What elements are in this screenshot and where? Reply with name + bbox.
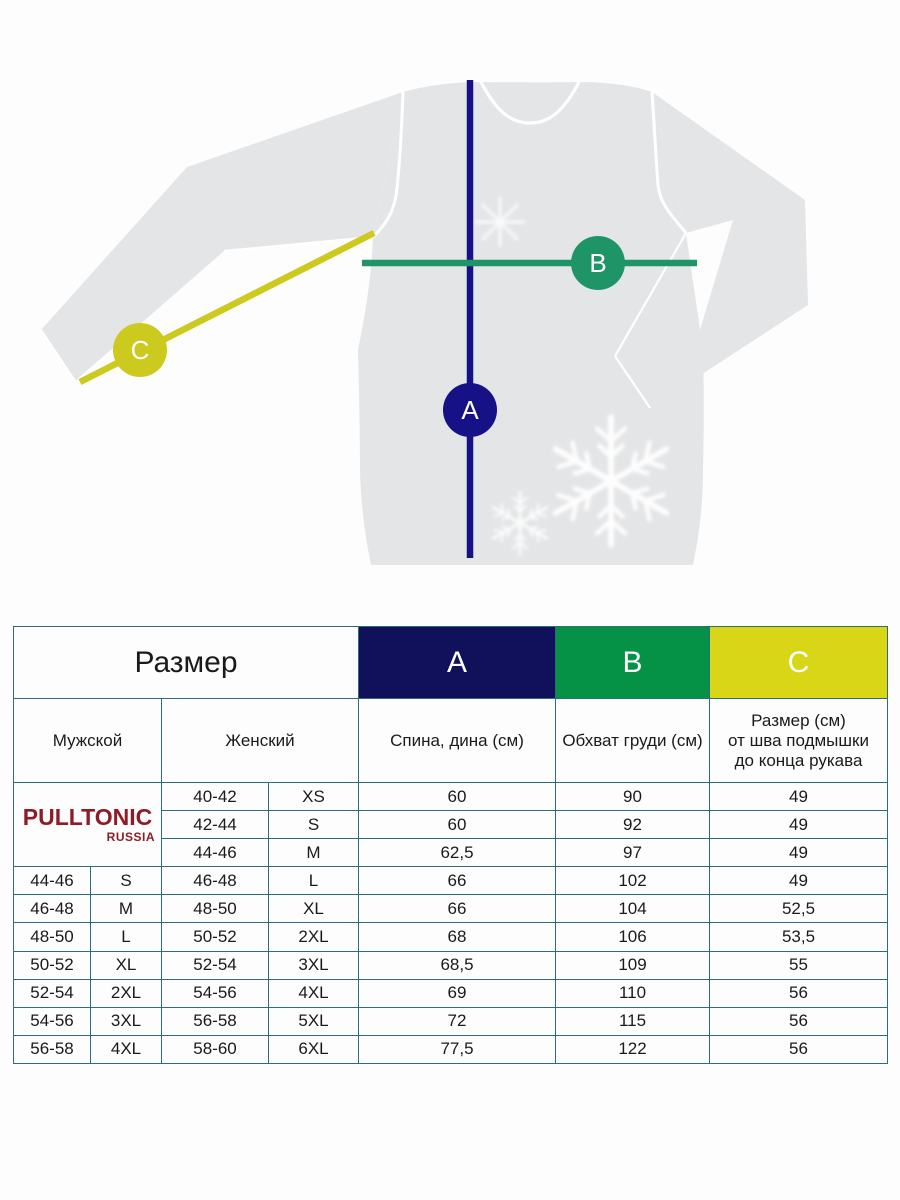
svg-text:C: C bbox=[131, 335, 150, 365]
svg-text:B: B bbox=[589, 248, 606, 278]
svg-text:A: A bbox=[461, 395, 479, 425]
